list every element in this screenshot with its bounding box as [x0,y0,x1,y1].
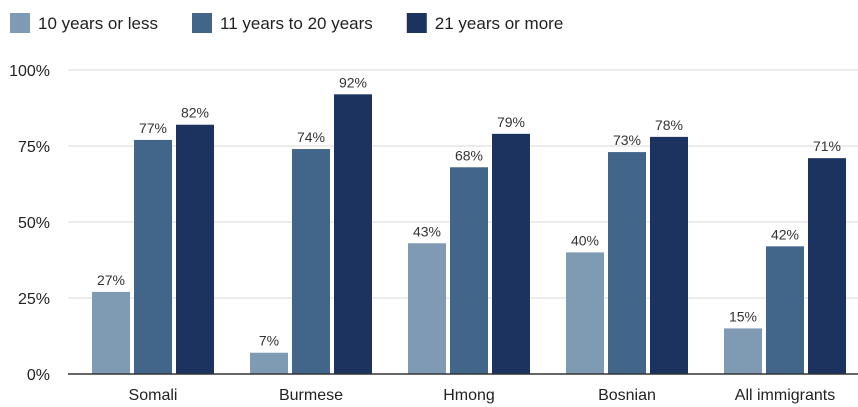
legend-label: 10 years or less [38,14,158,33]
legend-item-21-years-or-more: 21 years or more [406,13,564,33]
y-tick-label: 50% [18,215,50,232]
data-label: 79% [497,114,525,130]
y-tick-label: 0% [27,367,50,384]
bar-burmese-10-years-or-less [250,352,288,374]
bar-somali-21-years-or-more [176,124,214,374]
data-label: 68% [455,147,483,163]
y-tick-label: 25% [18,291,50,308]
chart-legend: 10 years or less 11 years to 20 years 21 y… [10,13,563,33]
bar-hmong-10-years-or-less [408,243,446,374]
data-label: 77% [139,120,167,136]
data-label: 7% [259,333,279,349]
x-tick-label-burmese: Burmese [279,387,343,404]
x-axis: Somali Burmese Hmong Bosnian All immigrants [68,373,858,404]
data-label: 92% [339,74,367,90]
bars-area: 27% 77% 82% 7% 74% 92% 43% 68% 79% 40% 73% 78% 15% 42… [92,74,846,374]
bar-somali-11-years-to-20-years [134,139,172,374]
data-label: 42% [771,226,799,242]
data-label: 71% [813,138,841,154]
data-label: 78% [655,117,683,133]
legend-item-11-years-to-20-years: 11 years to 20 years [192,13,373,33]
data-label: 73% [613,132,641,148]
legend-label: 21 years or more [435,14,564,33]
bar-group-burmese: 7% 74% 92% [250,74,372,374]
data-label: 40% [571,232,599,248]
y-axis: 0% 25% 50% 75% 100% [9,63,50,384]
bar-all-immigrants-21-years-or-more [808,158,846,374]
data-label: 74% [297,129,325,145]
bar-all-immigrants-11-years-to-20-years [766,246,804,374]
data-label: 43% [413,223,441,239]
bar-group-bosnian: 40% 73% 78% [566,117,688,374]
y-tick-label: 100% [9,63,50,80]
bar-burmese-21-years-or-more [334,94,372,374]
x-tick-label-bosnian: Bosnian [598,387,656,404]
legend-item-10-years-or-less: 10 years or less [10,13,158,33]
data-label: 27% [97,272,125,288]
bar-group-hmong: 43% 68% 79% [408,114,530,374]
x-tick-label-hmong: Hmong [443,387,495,404]
legend-swatch [406,13,427,33]
legend-swatch [192,13,212,33]
bar-hmong-21-years-or-more [492,133,530,374]
x-tick-label-somali: Somali [129,387,178,404]
bar-all-immigrants-10-years-or-less [724,328,762,374]
data-label: 15% [729,308,757,324]
bar-bosnian-10-years-or-less [566,252,604,374]
bar-burmese-11-years-to-20-years [292,149,330,374]
bar-bosnian-21-years-or-more [650,136,688,374]
bar-hmong-11-years-to-20-years [450,167,488,374]
bar-group-somali: 27% 77% 82% [92,105,214,374]
legend-label: 11 years to 20 years [220,14,373,33]
bar-bosnian-11-years-to-20-years [608,152,646,374]
y-tick-label: 75% [18,139,50,156]
legend-swatch [10,13,30,33]
data-label: 82% [181,105,209,121]
bar-somali-10-years-or-less [92,291,130,374]
x-tick-label-all-immigrants: All immigrants [735,387,835,404]
bar-group-all-immigrants: 15% 42% 71% [724,138,846,374]
